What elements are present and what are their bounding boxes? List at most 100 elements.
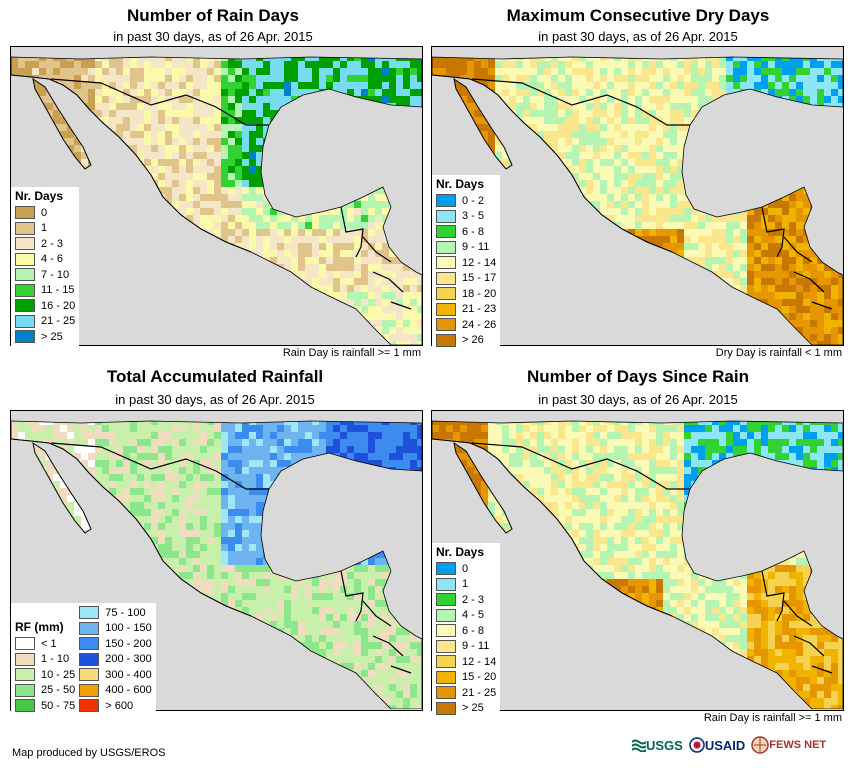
- legend-item: 1 - 10: [15, 652, 75, 668]
- legend-swatch: [436, 287, 456, 301]
- country-border: [390, 301, 412, 310]
- usaid-text: USAID: [704, 737, 746, 753]
- rainfall-legend: RF (mm) < 1 1 - 10 10 - 25 25 - 50 50 - 75 7…: [11, 603, 156, 716]
- legend-item: 18 - 20: [436, 286, 496, 302]
- legend-item: 1: [15, 221, 75, 237]
- baja-outline: [453, 77, 513, 170]
- legend-label: 16 - 20: [41, 299, 76, 312]
- panel-3-title: Total Accumulated Rainfall: [106, 367, 324, 386]
- country-border: [372, 271, 404, 293]
- legend-label: 9 - 11: [462, 640, 490, 653]
- land-outline: [432, 420, 843, 709]
- legend-swatch: [436, 562, 456, 576]
- legend-swatch: [15, 283, 35, 297]
- legend-label: 15 - 17: [462, 272, 497, 285]
- legend-label: < 1: [41, 637, 57, 650]
- legend-label: 24 - 26: [462, 318, 497, 331]
- legend-label: 4 - 5: [462, 609, 485, 622]
- legend-item: 6 - 8: [436, 623, 496, 639]
- country-border: [761, 206, 785, 258]
- usgs-logo: USGS: [632, 738, 683, 753]
- dry-days-legend: Nr. Days 0 - 2 3 - 5 6 - 8 9 - 11 12 - 14 15 …: [432, 175, 501, 350]
- fewsnet-logo: FEWS NET: [751, 736, 826, 754]
- country-border: [811, 301, 833, 310]
- country-border: [761, 570, 785, 622]
- legend-swatch: [79, 606, 100, 620]
- legend-swatch: [15, 206, 35, 220]
- legend-swatch: [436, 686, 456, 700]
- legend-item: > 600: [79, 698, 151, 714]
- legend-label: 0: [462, 562, 469, 575]
- legend-item: 9 - 11: [436, 639, 496, 655]
- legend-swatch: [15, 268, 35, 282]
- legend-swatch: [15, 637, 35, 651]
- legend-label: > 25: [462, 702, 484, 715]
- legend-item: 2 - 3: [436, 592, 496, 608]
- baja-outline: [32, 77, 92, 170]
- legend-item: 2 - 3: [15, 236, 75, 252]
- legend-swatch: [436, 271, 456, 285]
- panel-4-subtitle: in past 30 days, as of 26 Apr. 2015: [538, 392, 738, 407]
- usgs-mark-icon: [632, 739, 646, 752]
- legend-label: > 600: [105, 699, 134, 712]
- legend-item: 15 - 17: [436, 271, 496, 287]
- usaid-seal-icon: [689, 737, 705, 753]
- legend-swatch: [436, 240, 456, 254]
- legend-swatch: [15, 699, 35, 713]
- legend-swatch: [436, 670, 456, 684]
- credit-text: Map produced by USGS/EROS: [12, 747, 166, 759]
- country-border: [50, 442, 269, 490]
- legend-item: 3 - 5: [436, 209, 496, 225]
- legend-item: 0: [436, 561, 496, 577]
- legend-label: > 25: [41, 330, 63, 343]
- legend-item: 21 - 25: [15, 314, 75, 330]
- country-border: [372, 635, 404, 657]
- legend-swatch: [15, 652, 35, 666]
- legend-item: > 25: [15, 329, 75, 345]
- legend-swatch: [436, 209, 456, 223]
- country-border: [340, 570, 364, 622]
- legend-label: 21 - 23: [462, 303, 497, 316]
- legend-swatch: [79, 621, 100, 635]
- country-border: [471, 78, 690, 126]
- country-border: [783, 600, 813, 627]
- legend-label: 11 - 15: [41, 284, 75, 297]
- legend-item: 150 - 200: [79, 636, 152, 652]
- legend-item: 21 - 23: [436, 302, 496, 318]
- legend-label: 25 - 50: [41, 684, 76, 697]
- legend-item: 75 - 100: [79, 605, 151, 621]
- legend-label: 12 - 14: [462, 655, 497, 668]
- legend-label: 300 - 400: [105, 668, 152, 681]
- fewsnet-text: FEWS NET: [769, 739, 827, 751]
- legend-swatch: [79, 652, 100, 666]
- legend-item: 400 - 600: [79, 683, 152, 699]
- legend-label: 1 - 10: [41, 653, 70, 666]
- legend-item: 200 - 300: [79, 652, 152, 668]
- legend-label: 21 - 25: [462, 686, 497, 699]
- legend-item: > 26: [436, 333, 496, 349]
- panel-1-note: Rain Day is rainfall >= 1 mm: [282, 347, 421, 359]
- panel-4-note: Rain Day is rainfall >= 1 mm: [703, 712, 842, 724]
- legend-item: 12 - 14: [436, 255, 496, 271]
- panel-1-title: Number of Rain Days: [127, 6, 299, 25]
- legend-swatch: [15, 221, 35, 235]
- legend-item: 300 - 400: [79, 667, 152, 683]
- legend-label: 18 - 20: [462, 287, 497, 300]
- legend-item: > 25: [436, 701, 496, 717]
- country-border: [390, 665, 412, 674]
- baja-outline: [453, 441, 513, 534]
- country-border: [793, 271, 825, 293]
- legend-swatch: [436, 256, 456, 270]
- legend-item: 100 - 150: [79, 621, 152, 637]
- legend-label: 1: [462, 578, 469, 591]
- legend-label: 6 - 8: [462, 225, 485, 238]
- legend-title: RF (mm): [15, 620, 64, 634]
- legend-swatch: [436, 608, 456, 622]
- legend-label: 10 - 25: [41, 668, 76, 681]
- map-canvas: [11, 56, 422, 345]
- legend-label: > 26: [462, 334, 484, 347]
- legend-swatch: [436, 577, 456, 591]
- legend-label: 100 - 150: [105, 622, 152, 635]
- legend-swatch: [79, 683, 100, 697]
- legend-label: 4 - 6: [41, 253, 64, 266]
